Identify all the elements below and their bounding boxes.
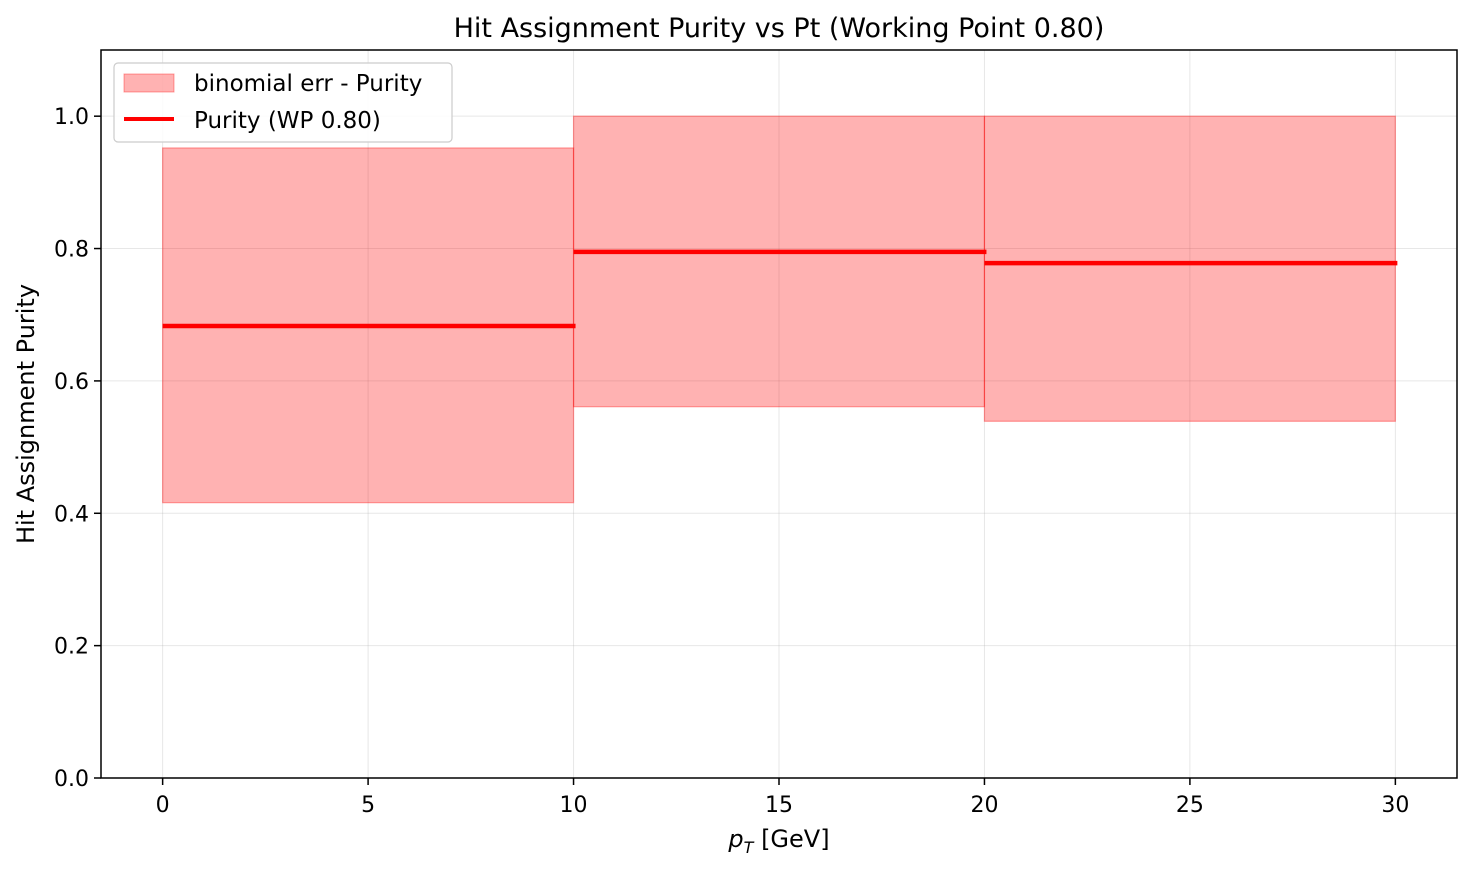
x-axis-label-unit: [GeV] xyxy=(753,825,829,853)
x-axis-ticks: 0 5 10 15 20 25 30 xyxy=(156,778,1409,818)
legend-band-swatch xyxy=(123,73,175,93)
x-tick-label-0: 0 xyxy=(156,793,170,818)
y-tick-label-2: 0.4 xyxy=(54,502,89,527)
x-axis-label-main: p xyxy=(727,825,743,853)
grid-lines xyxy=(101,50,1457,779)
legend-label-line: Purity (WP 0.80) xyxy=(194,108,381,134)
x-axis-label-sub: T xyxy=(744,838,755,857)
y-tick-label-4: 0.8 xyxy=(54,238,89,263)
x-tick-label-4: 20 xyxy=(970,793,998,818)
x-tick-label-2: 10 xyxy=(560,793,588,818)
x-tick-label-1: 5 xyxy=(361,793,375,818)
error-band-bin-2 xyxy=(983,115,1396,422)
y-tick-label-5: 1.0 xyxy=(54,105,89,130)
x-axis-label: pT [GeV] xyxy=(727,825,829,857)
chart-title: Hit Assignment Purity vs Pt (Working Poi… xyxy=(454,13,1105,44)
legend-label-band: binomial err - Purity xyxy=(194,71,422,97)
legend: binomial err - Purity Purity (WP 0.80) xyxy=(113,62,453,143)
x-tick-label-5: 25 xyxy=(1176,793,1204,818)
purity-steps xyxy=(162,249,1398,329)
legend-box xyxy=(113,62,453,143)
error-band-bin-1 xyxy=(572,115,986,408)
x-tick-label-6: 30 xyxy=(1381,793,1409,818)
x-tick-label-3: 15 xyxy=(765,793,793,818)
y-axis-label: Hit Assignment Purity xyxy=(12,284,40,544)
y-tick-label-1: 0.2 xyxy=(54,635,89,660)
y-tick-label-0: 0.0 xyxy=(54,767,89,792)
y-axis-ticks: 0.0 0.2 0.4 0.6 0.8 1.0 xyxy=(54,105,101,792)
y-tick-label-3: 0.6 xyxy=(54,370,89,395)
